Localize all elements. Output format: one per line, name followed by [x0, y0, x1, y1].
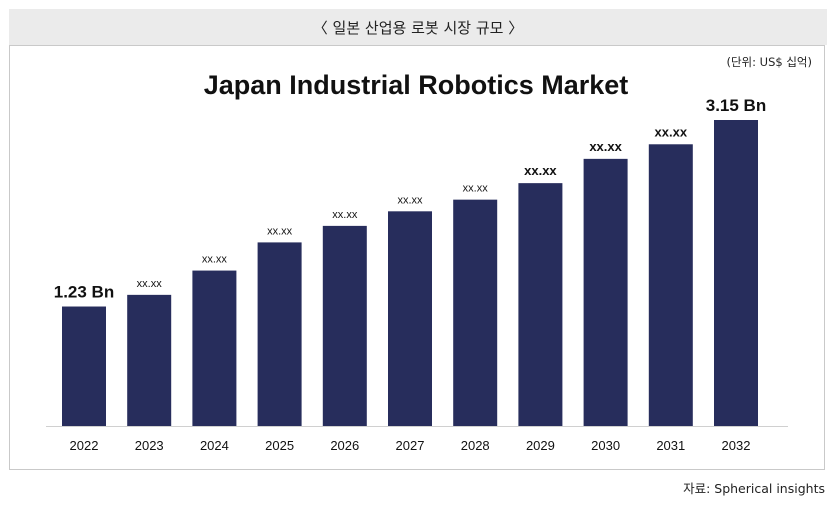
data-label-2032: 3.15 Bn	[706, 96, 766, 115]
bar-2024	[192, 270, 237, 426]
x-tick-2022: 2022	[70, 438, 99, 453]
header-title: 〈 일본 산업용 로봇 시장 규모 〉	[312, 18, 524, 37]
data-label-2029: xx.xx	[524, 163, 557, 178]
data-label-2030: xx.xx	[589, 139, 622, 154]
x-tick-2024: 2024	[200, 438, 229, 453]
data-label-2024: xx.xx	[202, 254, 228, 266]
data-label-2025: xx.xx	[267, 225, 293, 237]
bar-2023	[127, 294, 172, 426]
x-tick-2032: 2032	[722, 438, 751, 453]
bar-2030	[583, 158, 628, 426]
data-label-2023: xx.xx	[137, 278, 163, 290]
x-tick-2025: 2025	[265, 438, 294, 453]
bar-chart: 1.23 Bn 2022 xx.xx 2023 xx.xx 2024 xx.xx 2025 xx…	[46, 96, 788, 453]
data-label-2026: xx.xx	[332, 209, 358, 221]
x-tick-2030: 2030	[591, 438, 620, 453]
bar-2029	[518, 183, 563, 426]
x-tick-2031: 2031	[656, 438, 685, 453]
x-tick-2026: 2026	[330, 438, 359, 453]
chart-title: Japan Industrial Robotics Market	[203, 70, 629, 100]
bar-2022	[62, 306, 106, 426]
data-label-2028: xx.xx	[463, 183, 489, 195]
bar-2032	[714, 120, 758, 426]
x-tick-2023: 2023	[135, 438, 164, 453]
bar-2031	[648, 144, 693, 426]
unit-note: (단위: US$ 십억)	[726, 55, 812, 69]
data-label-2022: 1.23 Bn	[54, 283, 114, 302]
source-note: 자료: Spherical insights	[683, 481, 825, 496]
header-bar: 〈 일본 산업용 로봇 시장 규모 〉	[9, 9, 827, 45]
x-tick-2028: 2028	[461, 438, 490, 453]
chart-frame: (단위: US$ 십억) Japan Industrial Robotics M…	[9, 45, 825, 470]
x-tick-2029: 2029	[526, 438, 555, 453]
data-label-2031: xx.xx	[655, 124, 688, 139]
data-label-2027: xx.xx	[397, 194, 423, 206]
bar-2027	[388, 211, 432, 426]
x-tick-2027: 2027	[396, 438, 425, 453]
bar-2028	[453, 199, 498, 426]
bar-2026	[322, 225, 367, 426]
bar-2025	[257, 242, 302, 426]
